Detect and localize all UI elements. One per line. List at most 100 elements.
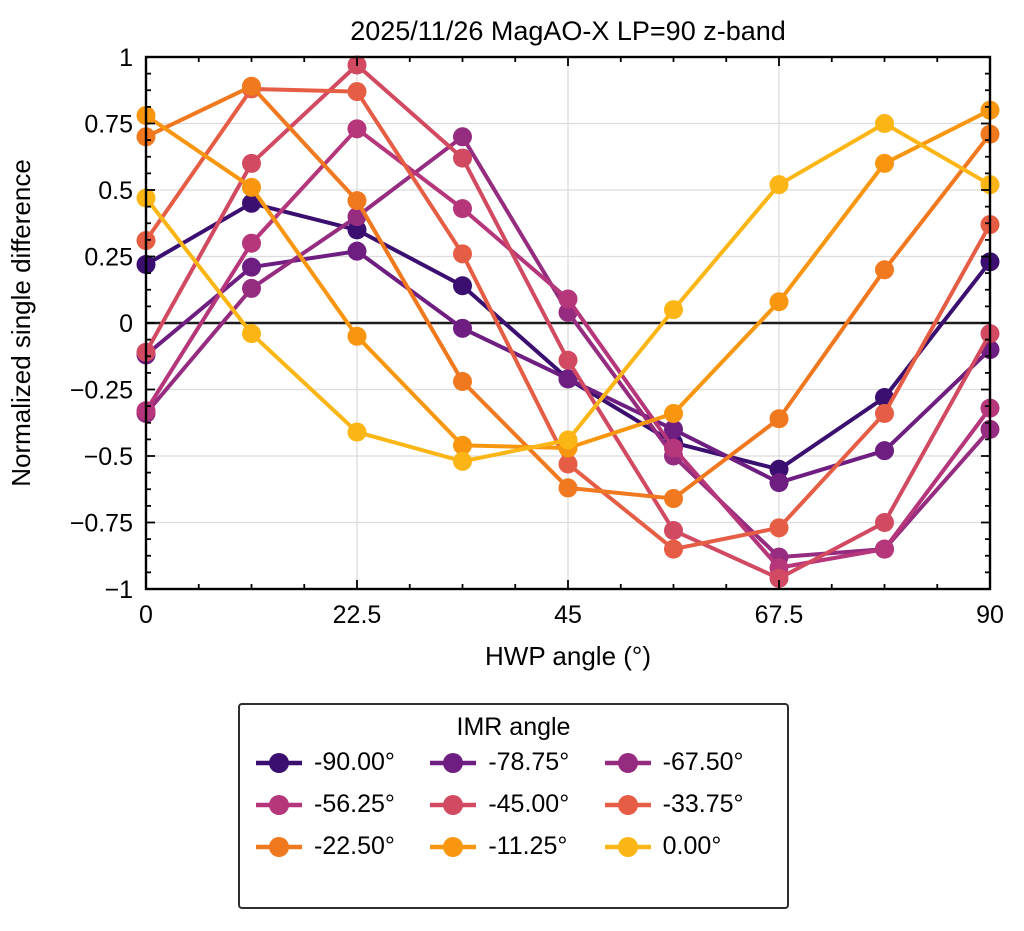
data-point bbox=[347, 220, 367, 240]
legend-entry: -90.00° bbox=[254, 748, 424, 777]
data-point bbox=[242, 233, 261, 253]
legend-entry-label: -11.25° bbox=[488, 832, 568, 860]
y-tick-label: 0.25 bbox=[84, 244, 133, 272]
data-point bbox=[769, 568, 789, 588]
data-point bbox=[347, 326, 367, 346]
legend-title: IMR angle bbox=[456, 713, 571, 741]
legend-entry: -56.25° bbox=[254, 790, 424, 819]
y-tick-label: −0.75 bbox=[70, 510, 133, 538]
data-point bbox=[453, 244, 472, 264]
data-point bbox=[664, 539, 683, 559]
legend-entry-label: 0.00° bbox=[662, 832, 722, 860]
data-point bbox=[558, 430, 578, 450]
data-point bbox=[347, 191, 367, 211]
data-point bbox=[242, 76, 261, 96]
legend-entry: 0.00° bbox=[603, 832, 773, 861]
data-point bbox=[453, 435, 472, 455]
y-tick-label: −0.5 bbox=[84, 443, 133, 471]
data-point bbox=[875, 513, 894, 532]
data-point bbox=[875, 114, 894, 133]
data-point bbox=[453, 199, 472, 219]
data-point bbox=[664, 520, 683, 540]
data-point bbox=[558, 289, 578, 309]
data-point bbox=[242, 153, 261, 173]
data-point bbox=[453, 318, 472, 338]
chart-plot-area: 0 22.5 45 67.5 90 1 0.75 0.5 0.25 0 −0.25 −0.5 −0.75… bbox=[6, 16, 1004, 671]
data-point bbox=[664, 403, 683, 423]
data-point bbox=[875, 260, 894, 280]
x-tick-label: 45 bbox=[554, 601, 582, 629]
legend-entry-label: -33.75° bbox=[662, 790, 744, 818]
legend-entry: -11.25° bbox=[428, 832, 598, 861]
data-point bbox=[558, 369, 578, 389]
legend-marker bbox=[256, 794, 302, 815]
legend-entry-label: -67.50° bbox=[662, 748, 744, 776]
data-point bbox=[347, 241, 367, 261]
legend-marker bbox=[430, 836, 477, 857]
legend-entry: -22.50° bbox=[254, 832, 424, 861]
legend-entry: -78.75° bbox=[428, 748, 598, 777]
data-point bbox=[242, 177, 261, 197]
data-point bbox=[347, 82, 367, 102]
data-point bbox=[769, 292, 789, 312]
data-point bbox=[769, 175, 789, 195]
y-tick-label: −0.25 bbox=[70, 377, 133, 405]
legend-marker bbox=[256, 752, 302, 773]
y-tick-label: −1 bbox=[104, 576, 133, 604]
legend-marker bbox=[604, 794, 651, 815]
y-tick-label: 0.75 bbox=[84, 111, 133, 139]
legend-marker bbox=[256, 836, 302, 857]
legend-marker bbox=[604, 752, 651, 773]
data-point bbox=[453, 276, 472, 296]
legend-marker bbox=[604, 836, 651, 857]
data-point bbox=[242, 278, 261, 298]
legend-entry: -67.50° bbox=[603, 748, 773, 777]
x-tick-label: 67.5 bbox=[755, 601, 804, 629]
data-point bbox=[875, 539, 894, 559]
y-tick-label: 0 bbox=[119, 310, 133, 338]
data-point bbox=[453, 372, 472, 392]
data-point bbox=[664, 300, 683, 320]
data-point bbox=[769, 473, 789, 493]
data-point bbox=[347, 119, 367, 139]
legend-entry: -33.75° bbox=[603, 790, 773, 819]
legend-entry-label: -78.75° bbox=[488, 748, 570, 776]
data-point bbox=[875, 403, 894, 423]
data-point bbox=[242, 193, 261, 213]
data-point bbox=[875, 441, 894, 461]
legend-entry-label: -22.50° bbox=[314, 832, 395, 860]
data-point bbox=[242, 257, 261, 277]
legend: IMR angle -90.00° -78.75° -67.50° -56.25° -4… bbox=[238, 703, 789, 909]
data-point bbox=[558, 454, 578, 474]
y-axis-label: Normalized single difference bbox=[6, 159, 36, 487]
data-point bbox=[769, 409, 789, 429]
y-tick-label: 0.5 bbox=[98, 177, 133, 205]
chart-title: 2025/11/26 MagAO-X LP=90 z-band bbox=[350, 16, 786, 46]
x-axis-label: HWP angle (°) bbox=[485, 641, 651, 671]
x-tick-label: 90 bbox=[976, 601, 1004, 629]
data-point bbox=[453, 148, 472, 168]
data-point bbox=[347, 422, 367, 442]
data-point bbox=[664, 438, 683, 458]
legend-entry-label: -56.25° bbox=[314, 790, 395, 818]
y-tick-label: 1 bbox=[119, 44, 133, 72]
legend-grid: -90.00° -78.75° -67.50° -56.25° -45.00° -33.7… bbox=[254, 748, 773, 861]
data-point bbox=[558, 350, 578, 370]
legend-marker bbox=[430, 752, 477, 773]
data-point bbox=[875, 153, 894, 173]
data-point bbox=[558, 478, 578, 498]
legend-entry: -45.00° bbox=[428, 790, 598, 819]
legend-entry-label: -45.00° bbox=[488, 790, 570, 818]
data-point bbox=[242, 324, 261, 344]
data-point bbox=[769, 518, 789, 538]
data-point bbox=[664, 489, 683, 509]
data-point bbox=[769, 459, 789, 479]
x-tick-label: 22.5 bbox=[333, 601, 382, 629]
data-point bbox=[664, 419, 683, 439]
data-point bbox=[453, 451, 472, 471]
x-tick-label: 0 bbox=[139, 601, 153, 629]
data-point bbox=[453, 127, 472, 147]
legend-marker bbox=[430, 794, 477, 815]
legend-entry-label: -90.00° bbox=[314, 748, 395, 776]
